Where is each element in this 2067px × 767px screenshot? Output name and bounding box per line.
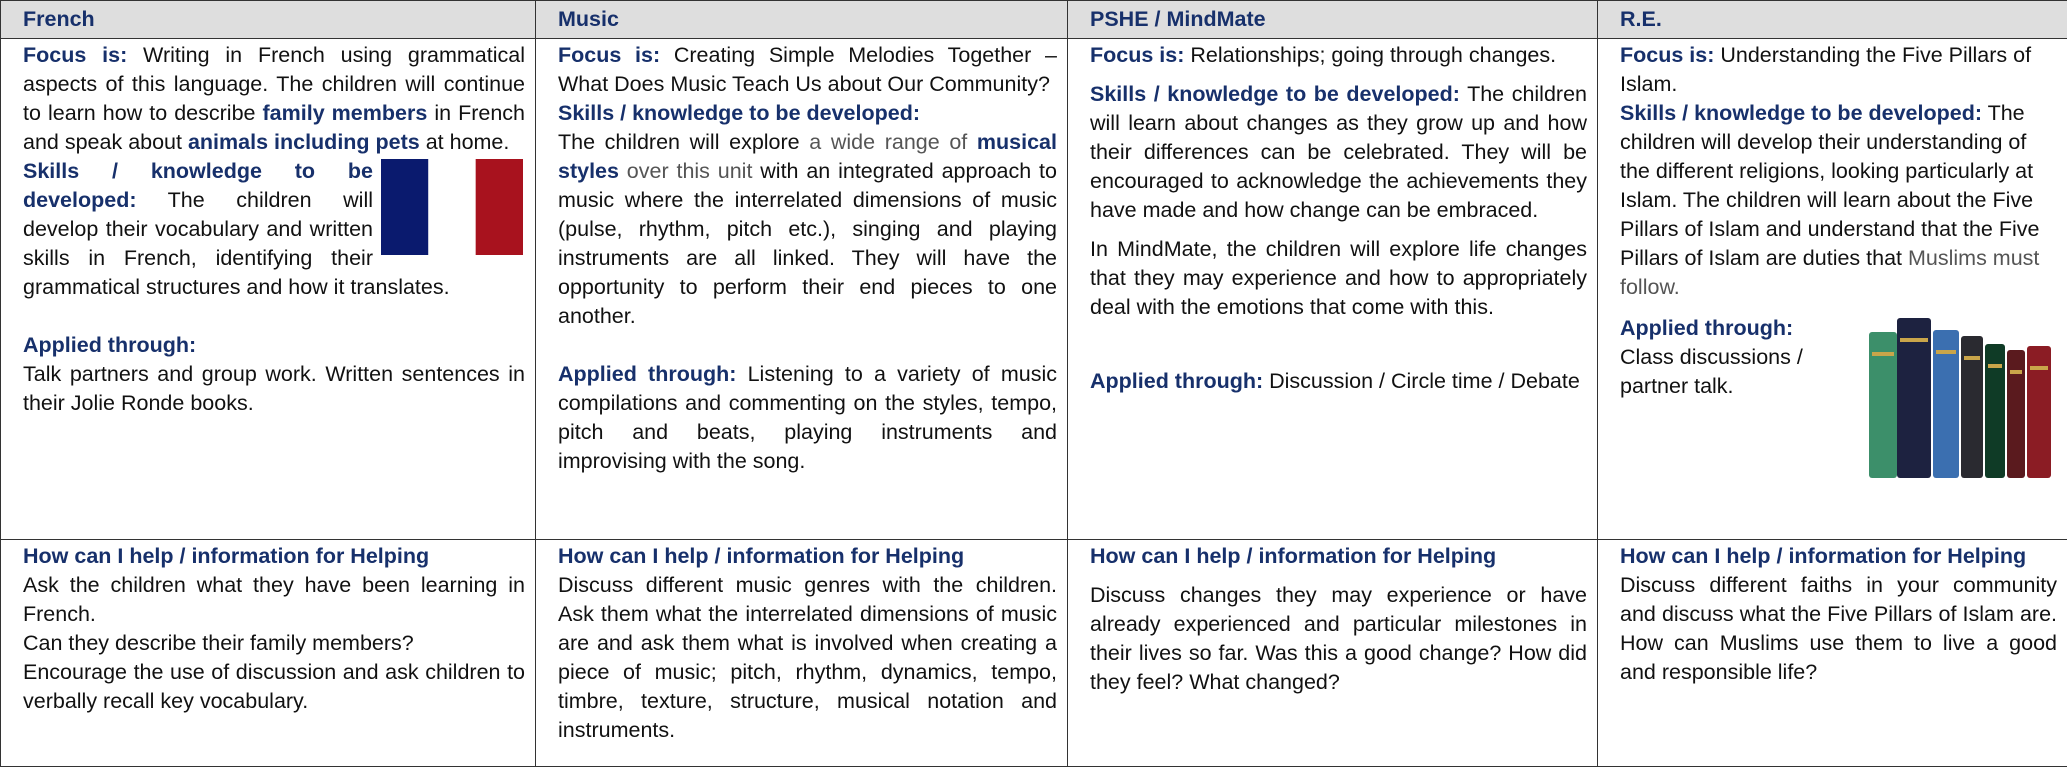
french-flag — [381, 159, 523, 255]
text: The children will develop their understa… — [1620, 101, 2039, 270]
column-header: PSHE / MindMate — [1068, 1, 1598, 39]
label: Skills / knowledge to be developed: — [558, 101, 920, 125]
text — [967, 130, 977, 154]
paragraph: Skills / knowledge to be developed: — [558, 99, 1057, 128]
help-text: Discuss different music genres with the … — [558, 571, 1057, 745]
applied-through: Applied through: Discussion / Circle tim… — [1090, 367, 1587, 396]
applied-through: Applied through: Listening to a variety … — [558, 360, 1057, 476]
label: family members — [263, 101, 428, 125]
label: Focus is: — [23, 43, 127, 67]
paragraph: Applied through: — [1620, 314, 2057, 343]
help-title: How can I help / information for Helping — [1090, 542, 1587, 571]
help-cell: How can I help / information for Helping… — [1598, 540, 2067, 767]
help-text: Can they describe their family members? — [23, 629, 525, 658]
help-title: How can I help / information for Helping — [23, 542, 525, 571]
body-row: Focus is: Writing in French using gramma… — [1, 39, 2067, 540]
label: Focus is: — [1090, 43, 1184, 67]
books-image — [1867, 306, 2067, 478]
body-cell: Focus is: Understanding the Five Pillars… — [1598, 39, 2067, 540]
help-text: Discuss different faiths in your communi… — [1620, 571, 2057, 687]
body-cell: Focus is: Creating Simple Melodies Toget… — [536, 39, 1068, 540]
paragraph: Focus is: Understanding the Five Pillars… — [1620, 41, 2057, 99]
paragraph: In MindMate, the children will explore l… — [1090, 235, 1587, 322]
label: Skills / knowledge to be developed: — [1620, 101, 1982, 125]
help-cell: How can I help / information for Helping… — [536, 540, 1068, 767]
paragraph: The children will explore a wide range o… — [558, 128, 1057, 331]
label: Skills / knowledge to be developed: — [1090, 82, 1460, 106]
paragraph: Focus is: Relationships; going through c… — [1090, 41, 1587, 70]
text: Relationships; going through changes. — [1184, 43, 1556, 67]
help-text: Discuss changes they may experience or h… — [1090, 581, 1587, 697]
help-text: Encourage the use of discussion and ask … — [23, 658, 525, 716]
label: Applied through: — [23, 333, 196, 357]
text: The children will explore — [558, 130, 809, 154]
text: at home. — [420, 130, 510, 154]
text: with an integrated approach to music whe… — [558, 159, 1057, 328]
help-cell: How can I help / information for Helping… — [1, 540, 536, 767]
text: a wide range of — [809, 130, 967, 154]
label: Focus is: — [558, 43, 660, 67]
label: Focus is: — [1620, 43, 1714, 67]
label: Applied through: — [1090, 369, 1263, 393]
paragraph: Skills / knowledge to be developed: The … — [1090, 80, 1587, 225]
column-header: French — [1, 1, 536, 39]
label: animals including pets — [188, 130, 420, 154]
column-header: Music — [536, 1, 1068, 39]
help-title: How can I help / information for Helping — [1620, 542, 2057, 571]
applied-through: Applied through: Talk partners and group … — [23, 331, 525, 418]
label: Applied through: — [1620, 316, 1793, 340]
paragraph: Skills / knowledge to be developed: The … — [23, 157, 525, 302]
paragraph: Focus is: Writing in French using gramma… — [23, 41, 525, 157]
help-title: How can I help / information for Helping — [558, 542, 1057, 571]
help-text: Ask the children what they have been lea… — [23, 571, 525, 629]
text: Discussion / Circle time / Debate — [1263, 369, 1580, 393]
text: In MindMate, the children will explore l… — [1090, 237, 1587, 319]
applied-through: Applied through: Class discussions / part… — [1620, 314, 2057, 401]
body-cell: Focus is: Writing in French using gramma… — [1, 39, 536, 540]
help-row: How can I help / information for Helping… — [1, 540, 2067, 767]
text: over this unit — [619, 159, 752, 183]
paragraph: Talk partners and group work. Written se… — [23, 360, 525, 418]
paragraph: Focus is: Creating Simple Melodies Toget… — [558, 41, 1057, 99]
paragraph: Skills / knowledge to be developed: The … — [1620, 99, 2057, 302]
text: Class discussions / partner talk. — [1620, 345, 1803, 398]
label: Applied through: — [558, 362, 736, 386]
body-cell: Focus is: Relationships; going through c… — [1068, 39, 1598, 540]
paragraph: Applied through: Discussion / Circle tim… — [1090, 367, 1587, 396]
paragraph: Applied through: — [23, 331, 525, 360]
column-header: R.E. — [1598, 1, 2067, 39]
paragraph: Applied through: Listening to a variety … — [558, 360, 1057, 476]
text: Talk partners and group work. Written se… — [23, 362, 525, 415]
help-cell: How can I help / information for Helping… — [1068, 540, 1598, 767]
